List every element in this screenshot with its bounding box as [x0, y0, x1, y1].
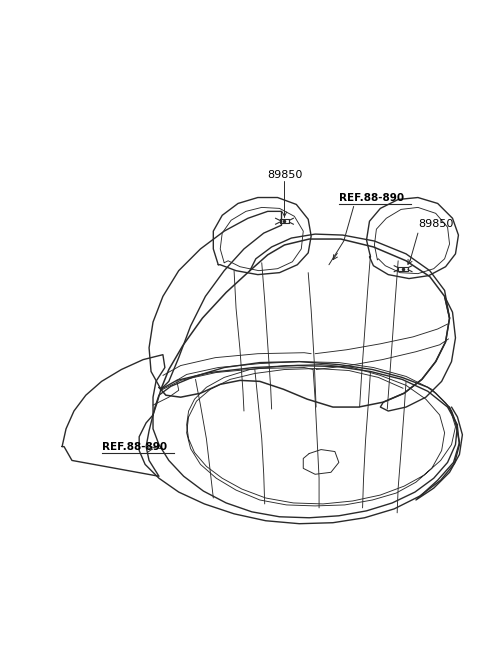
Text: 89850: 89850 — [418, 219, 453, 229]
Text: REF.88-890: REF.88-890 — [102, 441, 167, 451]
Text: REF.88-890: REF.88-890 — [339, 193, 404, 204]
Text: 89850: 89850 — [267, 170, 302, 179]
